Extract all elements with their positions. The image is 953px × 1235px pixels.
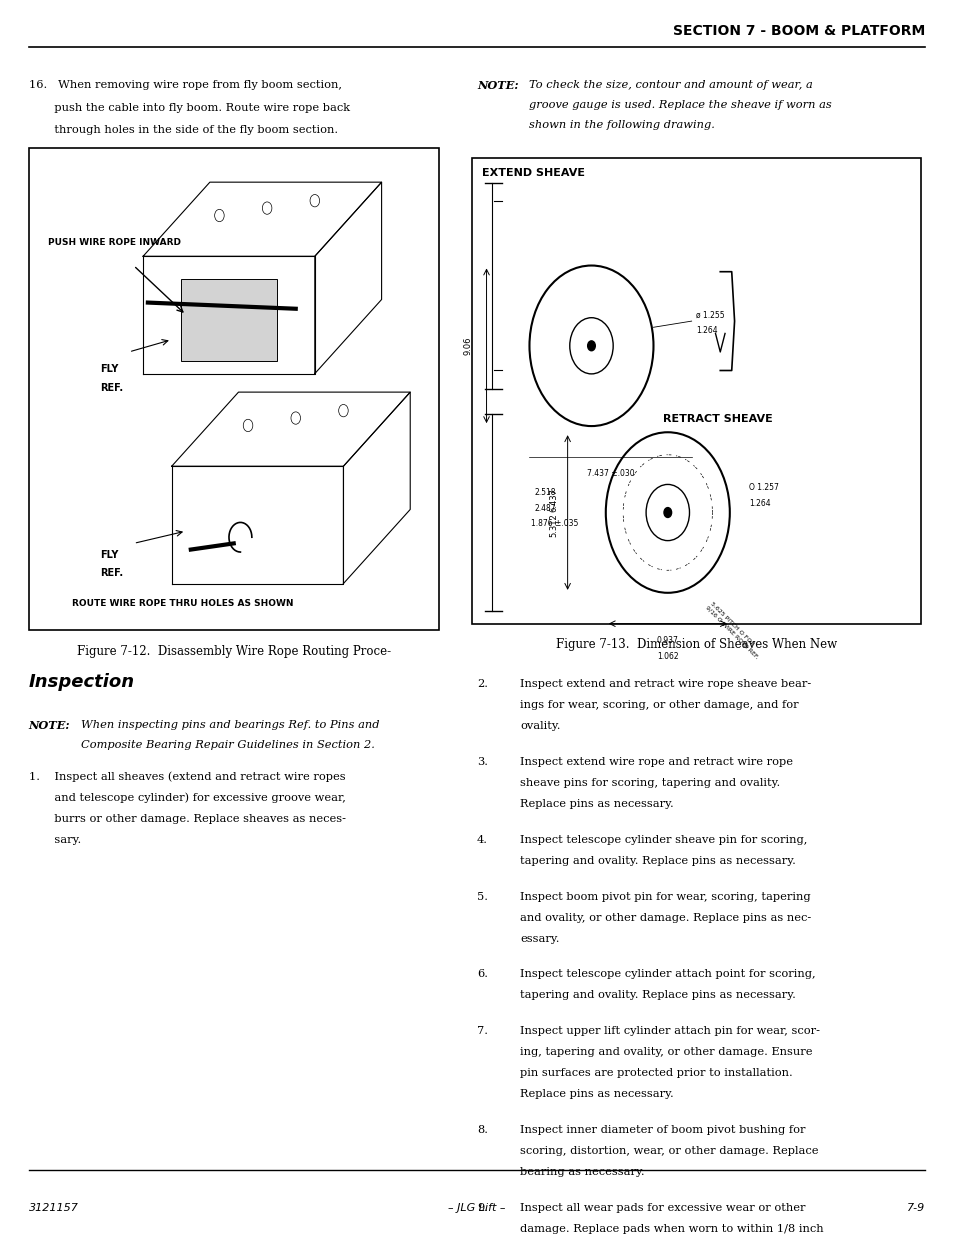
Text: Inspect extend and retract wire rope sheave bear-: Inspect extend and retract wire rope she… — [519, 679, 810, 689]
Text: 9.: 9. — [476, 1203, 488, 1213]
Text: sheave pins for scoring, tapering and ovality.: sheave pins for scoring, tapering and ov… — [519, 778, 780, 788]
Text: scoring, distortion, wear, or other damage. Replace: scoring, distortion, wear, or other dama… — [519, 1146, 818, 1156]
Text: Inspect upper lift cylinder attach pin for wear, scor-: Inspect upper lift cylinder attach pin f… — [519, 1026, 819, 1036]
Text: PUSH WIRE ROPE INWARD: PUSH WIRE ROPE INWARD — [48, 238, 180, 247]
Text: REF.: REF. — [100, 383, 123, 393]
Text: To check the size, contour and amount of wear, a: To check the size, contour and amount of… — [529, 80, 812, 90]
Text: 2.: 2. — [476, 679, 488, 689]
Text: 6.437: 6.437 — [549, 488, 558, 513]
Text: bearing as necessary.: bearing as necessary. — [519, 1167, 644, 1177]
Text: pin surfaces are protected prior to installation.: pin surfaces are protected prior to inst… — [519, 1068, 792, 1078]
Text: 5.: 5. — [476, 892, 488, 902]
Text: Inspect telescope cylinder attach point for scoring,: Inspect telescope cylinder attach point … — [519, 969, 815, 979]
Text: REF.: REF. — [100, 568, 123, 578]
Text: 7.: 7. — [476, 1026, 488, 1036]
Text: Figure 7-13.  Dimension of Sheaves When New: Figure 7-13. Dimension of Sheaves When N… — [556, 638, 836, 652]
Text: NOTE:: NOTE: — [476, 80, 518, 91]
Bar — [472, 158, 920, 624]
Text: 16.   When removing wire rope from fly boom section,: 16. When removing wire rope from fly boo… — [29, 80, 341, 90]
Text: 4.: 4. — [476, 835, 488, 845]
Text: groove gauge is used. Replace the sheave if worn as: groove gauge is used. Replace the sheave… — [529, 100, 831, 110]
Text: 5.312: 5.312 — [549, 513, 558, 537]
Bar — [29, 148, 438, 630]
Text: – JLG Lift –: – JLG Lift – — [448, 1203, 505, 1213]
Text: 5.625 PITCH O FOR
9/16 O WIRE ROPE REF.: 5.625 PITCH O FOR 9/16 O WIRE ROPE REF. — [704, 601, 763, 659]
Text: tapering and ovality. Replace pins as necessary.: tapering and ovality. Replace pins as ne… — [519, 990, 795, 1000]
Text: FLY: FLY — [100, 550, 118, 559]
Text: and ovality, or other damage. Replace pins as nec-: and ovality, or other damage. Replace pi… — [519, 913, 810, 923]
Text: and telescope cylinder) for excessive groove wear,: and telescope cylinder) for excessive gr… — [29, 793, 345, 804]
Text: Inspect telescope cylinder sheave pin for scoring,: Inspect telescope cylinder sheave pin fo… — [519, 835, 806, 845]
Text: EXTEND SHEAVE: EXTEND SHEAVE — [481, 168, 584, 178]
Text: burrs or other damage. Replace sheaves as neces-: burrs or other damage. Replace sheaves a… — [29, 814, 345, 824]
Text: Inspect inner diameter of boom pivot bushing for: Inspect inner diameter of boom pivot bus… — [519, 1125, 804, 1135]
Text: When inspecting pins and bearings Ref. to Pins and: When inspecting pins and bearings Ref. t… — [81, 720, 379, 730]
Text: 1.    Inspect all sheaves (extend and retract wire ropes: 1. Inspect all sheaves (extend and retra… — [29, 772, 345, 783]
Text: Inspection: Inspection — [29, 673, 134, 692]
Text: Inspect extend wire rope and retract wire rope: Inspect extend wire rope and retract wir… — [519, 757, 792, 767]
Circle shape — [587, 341, 595, 351]
Text: SECTION 7 - BOOM & PLATFORM: SECTION 7 - BOOM & PLATFORM — [673, 23, 924, 38]
Text: 7.437 ±.030: 7.437 ±.030 — [586, 469, 634, 478]
Text: NOTE:: NOTE: — [29, 720, 71, 731]
Text: shown in the following drawing.: shown in the following drawing. — [529, 120, 715, 130]
Text: 0.937: 0.937 — [657, 636, 678, 645]
Text: ø 1.255: ø 1.255 — [696, 310, 724, 320]
Text: 6.: 6. — [476, 969, 488, 979]
Text: 2.518: 2.518 — [534, 488, 556, 496]
Text: 1.876 ±.035: 1.876 ±.035 — [531, 519, 578, 527]
Text: essary.: essary. — [519, 934, 558, 944]
Text: push the cable into fly boom. Route wire rope back: push the cable into fly boom. Route wire… — [29, 103, 349, 112]
Text: through holes in the side of the fly boom section.: through holes in the side of the fly boo… — [29, 125, 337, 135]
Text: ovality.: ovality. — [519, 721, 559, 731]
Text: 1.264: 1.264 — [748, 499, 770, 509]
Text: 1.264: 1.264 — [696, 326, 718, 336]
Text: 8.: 8. — [476, 1125, 488, 1135]
Text: O 1.257: O 1.257 — [748, 483, 778, 493]
Circle shape — [663, 508, 671, 517]
Text: 1.062: 1.062 — [657, 652, 678, 661]
Text: 2.487: 2.487 — [534, 504, 556, 513]
Text: sary.: sary. — [29, 835, 81, 845]
Text: Composite Bearing Repair Guidelines in Section 2.: Composite Bearing Repair Guidelines in S… — [81, 740, 375, 750]
Text: ing, tapering and ovality, or other damage. Ensure: ing, tapering and ovality, or other dama… — [519, 1047, 812, 1057]
Text: ings for wear, scoring, or other damage, and for: ings for wear, scoring, or other damage,… — [519, 700, 798, 710]
Text: Inspect boom pivot pin for wear, scoring, tapering: Inspect boom pivot pin for wear, scoring… — [519, 892, 810, 902]
Text: RETRACT SHEAVE: RETRACT SHEAVE — [662, 414, 772, 424]
Text: 9.06: 9.06 — [463, 337, 472, 354]
Text: Replace pins as necessary.: Replace pins as necessary. — [519, 799, 673, 809]
Text: tapering and ovality. Replace pins as necessary.: tapering and ovality. Replace pins as ne… — [519, 856, 795, 866]
Text: FLY: FLY — [100, 364, 118, 374]
Text: 3.: 3. — [476, 757, 488, 767]
Text: Figure 7-12.  Disassembly Wire Rope Routing Proce-: Figure 7-12. Disassembly Wire Rope Routi… — [76, 645, 391, 658]
Text: ROUTE WIRE ROPE THRU HOLES AS SHOWN: ROUTE WIRE ROPE THRU HOLES AS SHOWN — [71, 599, 293, 608]
Text: damage. Replace pads when worn to within 1/8 inch: damage. Replace pads when worn to within… — [519, 1224, 822, 1234]
Text: 7-9: 7-9 — [906, 1203, 924, 1213]
Text: 3121157: 3121157 — [29, 1203, 78, 1213]
Text: Inspect all wear pads for excessive wear or other: Inspect all wear pads for excessive wear… — [519, 1203, 804, 1213]
Text: Replace pins as necessary.: Replace pins as necessary. — [519, 1089, 673, 1099]
Bar — [181, 279, 276, 361]
